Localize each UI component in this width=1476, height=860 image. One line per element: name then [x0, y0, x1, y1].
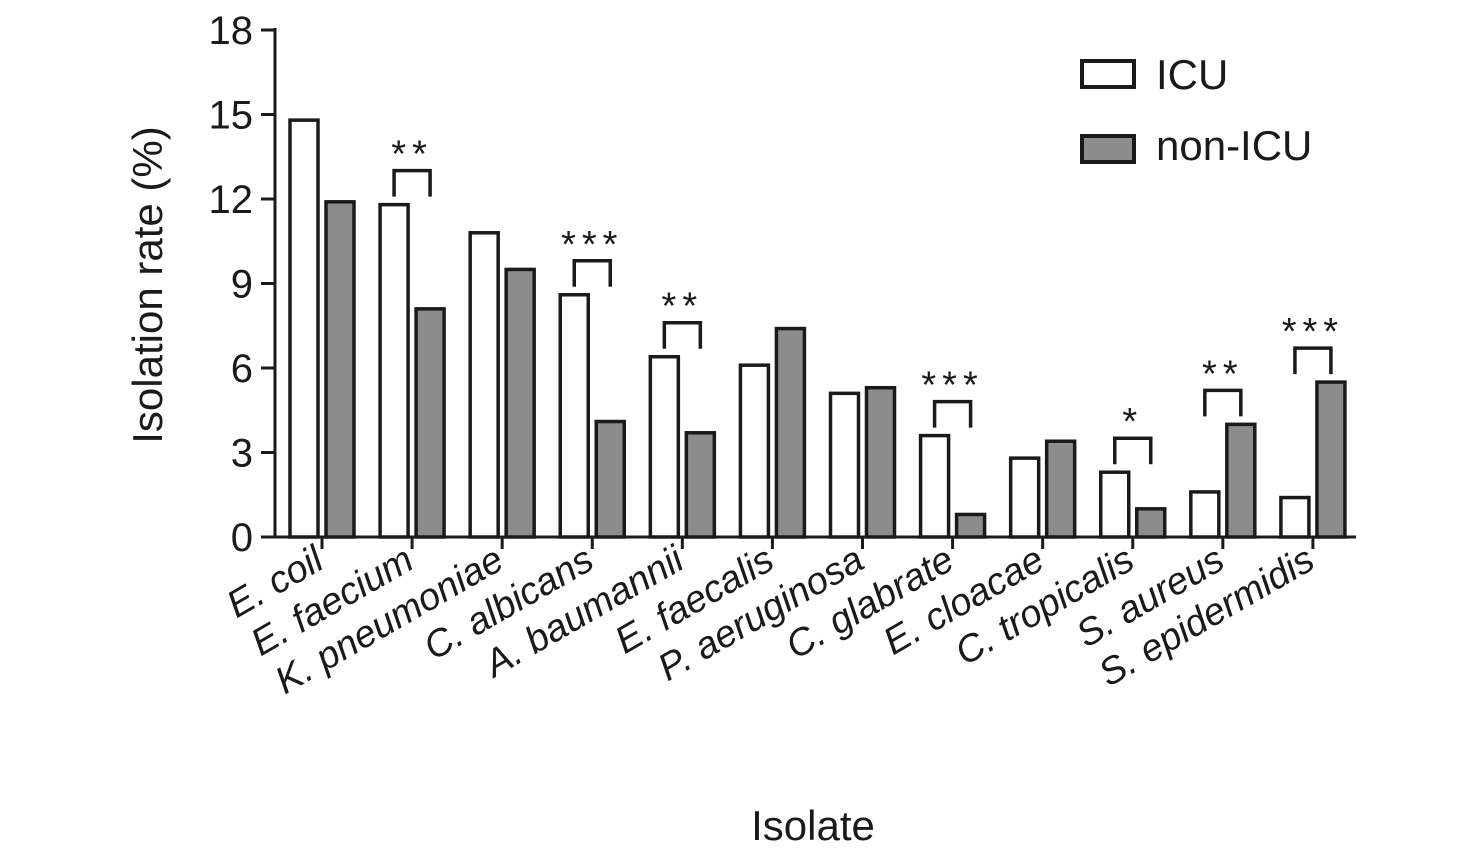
legend-item-icu: ICU [1080, 51, 1228, 98]
sig-bracket-e-faecium [392, 168, 432, 197]
y-axis-label: Isolation rate (%) [124, 126, 171, 443]
sig-bracket-s-aureus [1203, 388, 1243, 417]
sig-bracket-a-baumannii [662, 320, 703, 349]
bar-icu-s-aureus [1189, 490, 1221, 539]
legend-label-non-icu: non-ICU [1156, 122, 1312, 169]
bars [288, 118, 1347, 539]
x-axis-label: Isolate [751, 802, 875, 849]
axes: 0 3 6 9 12 15 18 [209, 9, 1356, 560]
significance-markers: **************** [391, 134, 1344, 465]
sig-label-c-albicans: *** [561, 224, 623, 266]
legend-swatch-icu [1080, 59, 1136, 89]
y-tick-label-0: 0 [231, 516, 253, 560]
sig-label-s-epidermidis: *** [1282, 311, 1344, 353]
bar-icu-c-glabrate [918, 433, 951, 539]
sig-bracket-c-glabrate [932, 399, 973, 428]
legend: ICU non-ICU [1080, 51, 1312, 169]
sig-label-s-aureus: ** [1202, 353, 1244, 395]
y-tick-label-12: 12 [209, 178, 254, 222]
sig-bracket-s-epidermidis [1293, 346, 1333, 375]
bar-non-icu-k-pneumoniae [504, 267, 536, 539]
bar-icu-e-faecalis [738, 363, 771, 539]
bar-non-icu-p-aeruginosa [864, 385, 897, 539]
bar-non-icu-e-faecalis [774, 326, 807, 539]
bar-non-icu-a-baumannii [684, 431, 717, 539]
bar-icu-e-cloacae [1008, 456, 1041, 539]
sig-label-c-tropicalis: * [1122, 401, 1143, 443]
legend-label-icu: ICU [1156, 51, 1228, 98]
y-tick-label-6: 6 [231, 347, 253, 391]
sig-bracket-c-tropicalis [1113, 436, 1153, 465]
bar-icu-s-epidermidis [1279, 495, 1311, 539]
bar-non-icu-c-tropicalis [1135, 507, 1167, 539]
bar-non-icu-e-coil [324, 200, 356, 539]
sig-bracket-c-albicans [572, 259, 612, 287]
bar-icu-e-faecium [378, 202, 410, 539]
y-tick-label-18: 18 [209, 9, 254, 53]
bar-non-icu-s-aureus [1225, 422, 1257, 539]
y-tick-label-9: 9 [231, 263, 253, 307]
bar-icu-c-albicans [558, 293, 590, 539]
bar-non-icu-s-epidermidis [1315, 380, 1347, 539]
bar-icu-p-aeruginosa [828, 391, 861, 539]
bar-non-icu-c-albicans [594, 419, 626, 539]
sig-label-c-glabrate: *** [921, 365, 983, 407]
sig-label-e-faecium: ** [391, 134, 433, 176]
sig-label-a-baumannii: ** [662, 286, 704, 328]
legend-swatch-non-icu [1080, 134, 1136, 164]
bar-non-icu-e-cloacae [1044, 439, 1077, 539]
y-tick-label-15: 15 [209, 94, 254, 138]
bar-icu-k-pneumoniae [468, 231, 500, 539]
bar-icu-a-baumannii [648, 354, 681, 539]
bar-non-icu-e-faecium [414, 307, 446, 539]
bar-non-icu-c-glabrate [954, 512, 987, 539]
y-tick-label-3: 3 [231, 432, 253, 476]
legend-item-non-icu: non-ICU [1080, 122, 1312, 169]
bar-icu-c-tropicalis [1099, 470, 1131, 539]
bar-icu-e-coil [288, 118, 320, 539]
